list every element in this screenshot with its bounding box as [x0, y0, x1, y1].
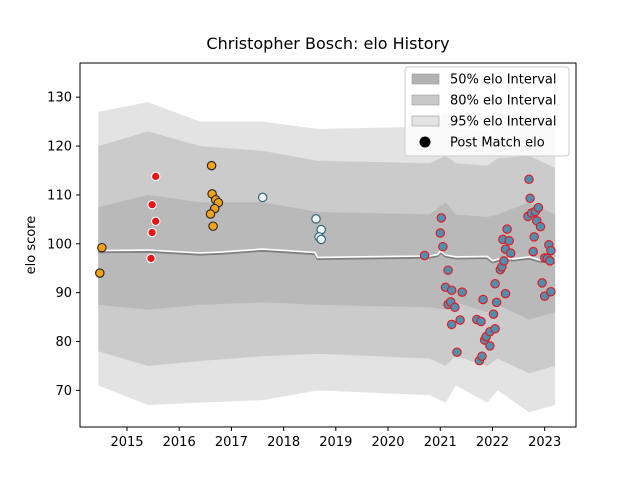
y-tick-label: 90 — [55, 286, 72, 301]
data-point — [533, 202, 544, 213]
data-point — [316, 234, 326, 245]
data-point — [535, 221, 546, 232]
data-point — [500, 288, 511, 299]
legend-label: 95% elo Interval — [450, 115, 557, 130]
y-tick-label: 130 — [47, 91, 72, 106]
y-tick-label: 120 — [47, 140, 72, 155]
mean-line-highlight — [98, 248, 556, 263]
data-point — [97, 242, 107, 253]
data-point — [443, 265, 453, 275]
mean-line-dark — [98, 249, 556, 264]
data-point — [206, 160, 217, 171]
data-point — [457, 287, 467, 297]
y-axis-label: elo score — [24, 216, 39, 275]
data-point — [95, 268, 105, 278]
legend-swatch — [411, 115, 440, 127]
data-point — [419, 250, 430, 261]
data-point — [528, 246, 538, 257]
data-point — [505, 248, 516, 258]
data-point — [147, 227, 157, 238]
data-point — [491, 297, 502, 308]
data-point — [490, 279, 500, 289]
chart-legend: 50% elo Interval 80% elo Interval 95% elo … — [404, 66, 570, 157]
x-tick-label: 2019 — [319, 435, 352, 450]
x-tick-label: 2020 — [371, 435, 404, 450]
x-tick-label: 2023 — [528, 435, 561, 450]
data-point — [525, 193, 535, 204]
data-point — [446, 285, 457, 295]
data-point — [504, 236, 514, 246]
data-point — [311, 214, 321, 224]
data-point — [477, 351, 487, 361]
data-point — [478, 294, 488, 305]
x-tick-label: 2018 — [267, 435, 300, 450]
data-point — [208, 221, 218, 231]
data-point — [546, 245, 556, 256]
post-match-points — [95, 160, 556, 366]
legend-swatch — [411, 73, 440, 85]
data-point — [529, 232, 539, 242]
y-tick-label: 100 — [47, 237, 72, 252]
x-tick-label: 2017 — [215, 435, 248, 450]
y-tick-label: 110 — [47, 188, 72, 203]
data-point — [537, 278, 547, 288]
data-point — [205, 209, 216, 219]
data-point — [490, 324, 500, 334]
data-point — [146, 253, 156, 264]
legend-box — [404, 66, 570, 157]
data-point — [438, 241, 448, 252]
data-point — [150, 171, 161, 182]
y-tick-label: 70 — [55, 384, 72, 399]
data-point — [524, 174, 534, 185]
legend-label: 80% elo Interval — [450, 94, 557, 109]
data-point — [455, 315, 465, 325]
data-point — [502, 224, 512, 234]
chart-title: Christopher Bosch: elo History — [206, 34, 449, 53]
data-point — [485, 341, 495, 351]
data-point — [546, 286, 556, 297]
data-point — [257, 192, 268, 203]
data-point — [545, 256, 555, 266]
data-point — [450, 302, 460, 313]
data-point — [499, 256, 509, 266]
x-tick-label: 2021 — [424, 435, 457, 450]
mean-elo-line — [98, 248, 556, 264]
x-tick-label: 2022 — [476, 435, 509, 450]
data-point — [435, 228, 446, 238]
data-point — [436, 213, 447, 223]
plot-frame — [79, 62, 577, 428]
data-point — [446, 319, 457, 330]
legend-swatch — [411, 94, 440, 106]
x-tick-label: 2016 — [163, 435, 196, 450]
data-point — [476, 316, 486, 327]
legend-marker — [419, 136, 431, 148]
x-tick-label: 2015 — [110, 435, 143, 450]
data-point — [147, 199, 157, 210]
data-point — [452, 347, 462, 357]
legend-label: Post Match elo — [450, 136, 545, 151]
data-point — [150, 216, 161, 227]
data-point — [488, 309, 499, 319]
y-axis-ticks: 70 80 90 100 110 120 130 — [47, 91, 80, 399]
legend-label: 50% elo Interval — [450, 73, 557, 88]
x-axis-ticks: 2015 2016 2017 2018 2019 2020 2021 2022 2023 — [110, 427, 561, 450]
y-tick-label: 80 — [55, 335, 72, 350]
